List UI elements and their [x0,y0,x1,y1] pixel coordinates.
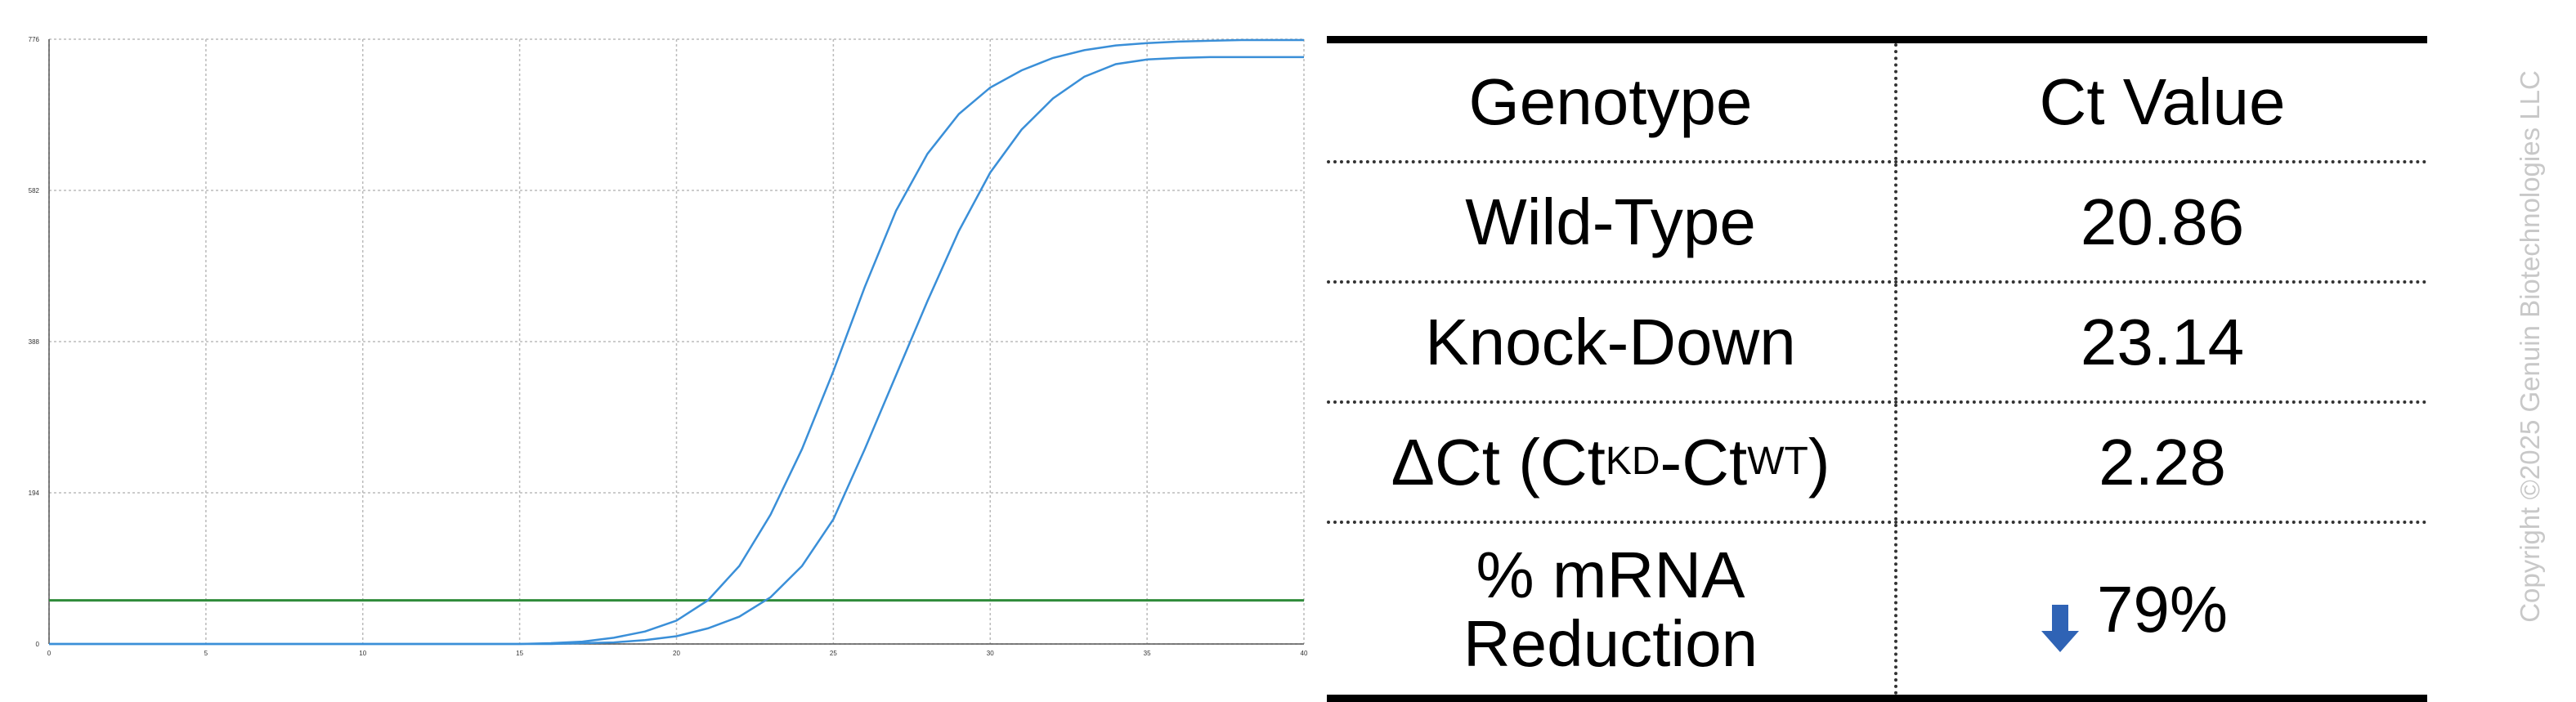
reduction-label-line1: % mRNA [1476,538,1745,611]
x-tick-label: 15 [516,650,523,657]
y-tick-label: 0 [36,641,40,648]
delta-ct-value: 2.28 [2099,425,2226,499]
table-row: Knock-Down 23.14 [1327,284,2427,404]
x-tick-label: 10 [359,650,366,657]
delta-ct-sub-kd: KD [1605,440,1660,484]
series-group [49,38,1304,646]
amplification-chart: 0 5 10 15 20 25 30 35 40 0 194 388 582 776 [29,36,1308,657]
table-row: Wild-Type 20.86 [1327,163,2427,284]
series-line-2 [49,56,1304,646]
y-tick-label: 194 [29,490,40,497]
knock-down-value: 23.14 [2080,305,2245,378]
down-arrow-icon [2041,604,2079,652]
x-axis-ticks: 0 5 10 15 20 25 30 35 40 [47,650,1308,657]
x-tick-label: 5 [204,650,208,657]
reduction-label-line2: Reduction [1463,606,1758,680]
table-header-row: Genotype Ct Value [1327,43,2427,163]
y-tick-label: 388 [29,338,40,346]
y-tick-label: 776 [29,36,40,43]
y-axis-ticks: 0 194 388 582 776 [29,36,40,648]
wild-type-label: Wild-Type [1327,163,1897,280]
ct-value-header: Ct Value [2039,65,2286,138]
x-tick-label: 20 [673,650,680,657]
knock-down-label: Knock-Down [1327,284,1897,400]
reduction-label: % mRNA Reduction [1327,524,1897,695]
x-tick-label: 0 [47,650,52,657]
delta-ct-sub-wt: WT [1747,440,1808,484]
x-tick-label: 25 [830,650,837,657]
delta-ct-label: ΔCt (Ct KD -Ct WT) [1327,404,1897,521]
reduction-value-cell: 79% [1897,524,2427,695]
table-row: % mRNA Reduction 79% [1327,524,2427,695]
chart-grid [48,38,1305,645]
x-tick-label: 30 [987,650,994,657]
delta-ct-mid: -Ct [1660,425,1748,499]
x-tick-label: 40 [1301,650,1308,657]
x-tick-label: 35 [1144,650,1151,657]
y-tick-label: 582 [29,187,40,195]
copyright-text: Copyright ©2025 Genuin Biotechnologies L… [2515,70,2545,623]
genotype-header: Genotype [1327,43,1897,160]
wild-type-value: 20.86 [2080,185,2245,258]
table-row: ΔCt (Ct KD -Ct WT) 2.28 [1327,404,2427,524]
results-table: Genotype Ct Value Wild-Type 20.86 Knock-… [1327,36,2427,702]
delta-ct-prefix: ΔCt (Ct [1391,425,1606,499]
reduction-value: 79% [2096,572,2229,646]
delta-ct-suffix: ) [1808,425,1830,499]
